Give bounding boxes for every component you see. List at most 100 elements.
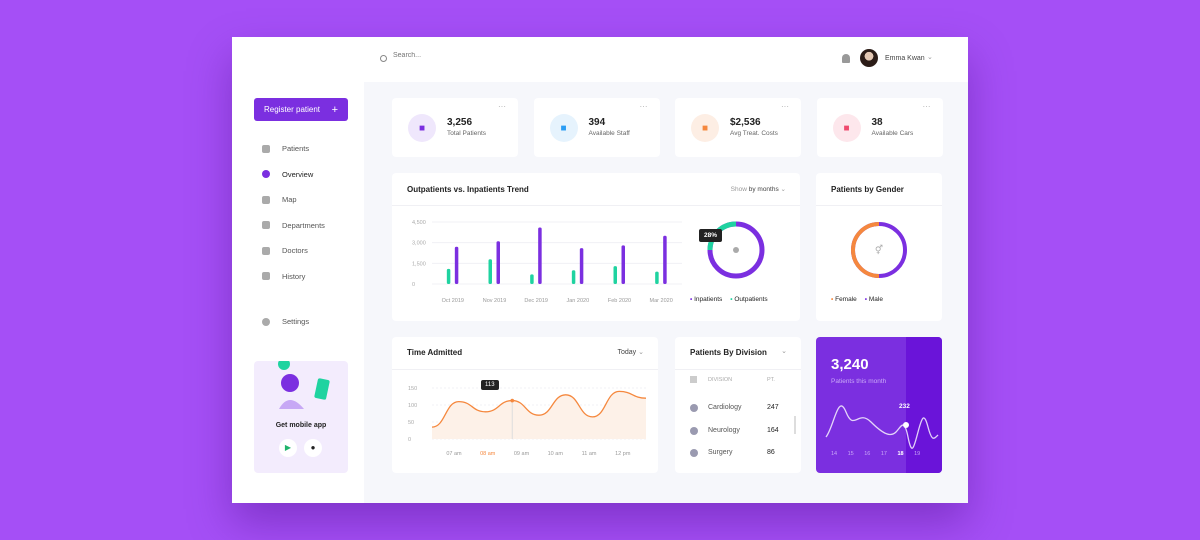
promo-illustration xyxy=(278,358,330,409)
time-title: Time Admitted xyxy=(407,348,463,357)
x-tick-label: 07 am xyxy=(446,451,462,457)
scrollbar[interactable] xyxy=(794,416,796,434)
gender-card: Patients by Gender ⚥ • Female • Male xyxy=(816,173,942,321)
bar-inpatients xyxy=(663,235,667,284)
stat-card: ■ 38 Available Cars ··· xyxy=(816,98,943,157)
month-value: 3,240 xyxy=(831,356,869,373)
search-icon xyxy=(380,55,387,62)
sidebar-item-patients[interactable]: Patients xyxy=(262,144,309,153)
stat-icon: ■ xyxy=(832,114,861,142)
document-icon xyxy=(262,272,270,280)
show-by-dropdown[interactable]: Show by months ⌄ xyxy=(730,186,786,193)
division-pt: 86 xyxy=(767,449,775,456)
y-tick-label: 150 xyxy=(408,386,417,392)
more-icon[interactable]: ··· xyxy=(922,102,931,111)
pie-icon xyxy=(262,170,270,178)
x-tick-label: Dec 2019 xyxy=(524,298,548,304)
division-row[interactable]: Neurology 164 xyxy=(690,426,790,435)
day-label: 15 xyxy=(847,451,854,457)
legend-male: • Male xyxy=(864,296,883,303)
sidebar: Register patient + Patients Overview Map Dep… xyxy=(232,37,364,503)
trend-legend: • Inpatients • Outpatients xyxy=(690,296,768,303)
app-store-button[interactable]: ● xyxy=(304,439,322,457)
month-sparkline xyxy=(825,405,939,449)
monitor-icon xyxy=(262,246,270,255)
x-tick-label: Jan 2020 xyxy=(567,298,590,304)
plus-icon: + xyxy=(331,103,338,116)
x-tick-label: Oct 2019 xyxy=(442,298,464,304)
stat-value: 38 xyxy=(871,117,883,128)
day-label: 19 xyxy=(914,451,921,457)
time-admitted-card: Time Admitted Today ⌄ 0 50 100 150 07 am 08 a… xyxy=(392,337,658,473)
bar-inpatients xyxy=(579,248,584,284)
stat-icon: ■ xyxy=(549,114,578,142)
y-tick-label: 0 xyxy=(408,437,411,443)
search-input[interactable] xyxy=(393,52,593,59)
bell-icon[interactable] xyxy=(842,54,850,63)
y-tick-label: 50 xyxy=(408,420,414,426)
today-label: Today xyxy=(617,349,637,356)
today-dropdown[interactable]: Today ⌄ xyxy=(617,349,644,356)
division-row[interactable]: Cardiology 247 xyxy=(690,404,790,412)
sidebar-item-label: History xyxy=(282,271,306,281)
user-name[interactable]: Emma Kwan xyxy=(885,55,925,62)
pin-icon xyxy=(262,195,270,204)
top-bar: Emma Kwan ⌄ xyxy=(364,37,968,82)
google-play-button[interactable]: ▶ xyxy=(279,439,297,457)
app-window: Register patient + Patients Overview Map Dep… xyxy=(232,37,968,503)
chevron-down-icon[interactable]: ⌄ xyxy=(781,348,787,355)
sidebar-item-overview[interactable]: Overview xyxy=(262,170,313,179)
legend-outpatients: • Outpatients xyxy=(730,296,768,303)
stat-label: Total Patients xyxy=(447,130,487,137)
x-tick-label: 10 am xyxy=(548,451,564,457)
division-title: Patients By Division xyxy=(690,348,767,357)
trend-card: Outpatients vs. Inpatients Trend Show by… xyxy=(392,173,800,321)
more-icon[interactable]: ··· xyxy=(498,102,506,111)
home-icon xyxy=(262,221,270,229)
sidebar-item-settings[interactable]: Settings xyxy=(262,317,309,326)
sidebar-item-doctors[interactable]: Doctors xyxy=(262,246,308,255)
chevron-down-icon[interactable]: ⌄ xyxy=(927,54,933,61)
bar-outpatients xyxy=(530,274,534,284)
division-icon xyxy=(690,426,698,435)
x-tick-label: Feb 2020 xyxy=(608,298,631,304)
division-pt: 164 xyxy=(767,426,779,434)
sidebar-item-map[interactable]: Map xyxy=(262,195,297,204)
line-area xyxy=(432,391,646,439)
bar-inpatients xyxy=(496,241,500,284)
gender-legend: • Female • Male xyxy=(831,296,883,303)
month-label: Patients this month xyxy=(831,378,887,385)
trend-title: Outpatients vs. Inpatients Trend xyxy=(407,185,529,194)
avatar[interactable] xyxy=(860,49,878,67)
gender-donut: ⚥ xyxy=(851,222,907,278)
legend-female: • Female xyxy=(831,296,857,303)
sidebar-item-departments[interactable]: Departments xyxy=(262,221,325,230)
division-name: Cardiology xyxy=(708,404,742,411)
more-icon[interactable]: ··· xyxy=(639,102,648,111)
sidebar-item-label: Doctors xyxy=(282,246,308,255)
stat-card: ■ 394 Available Staff ··· xyxy=(533,98,660,157)
stat-value: $2,536 xyxy=(730,117,761,128)
y-tick-label: 3,000 xyxy=(412,241,426,247)
more-icon[interactable]: ··· xyxy=(781,102,789,111)
sidebar-item-label: Map xyxy=(282,195,297,204)
x-tick-label: 12 pm xyxy=(615,451,631,457)
y-tick-label: 100 xyxy=(408,403,417,409)
users-icon xyxy=(733,247,739,253)
month-tooltip: 232 xyxy=(899,403,910,410)
bar-outpatients xyxy=(488,259,492,284)
col-pt: PT. xyxy=(767,377,775,383)
sidebar-item-history[interactable]: History xyxy=(262,272,305,281)
division-name: Surgery xyxy=(708,449,733,456)
stat-card: ■ 3,256 Total Patients ··· xyxy=(392,98,518,157)
division-card: Patients By Division ⌄ DIVISION PT. Card… xyxy=(675,337,801,473)
division-row[interactable]: Surgery 86 xyxy=(690,449,790,457)
col-division: DIVISION xyxy=(708,377,733,383)
y-tick-label: 4,500 xyxy=(412,220,426,226)
stat-label: Available Cars xyxy=(871,130,914,137)
register-patient-button[interactable]: Register patient + xyxy=(254,98,348,121)
bar-inpatients xyxy=(454,246,459,284)
stat-value: 394 xyxy=(588,117,606,128)
time-tooltip: 113 xyxy=(481,380,499,390)
bar-inpatients xyxy=(621,245,625,284)
